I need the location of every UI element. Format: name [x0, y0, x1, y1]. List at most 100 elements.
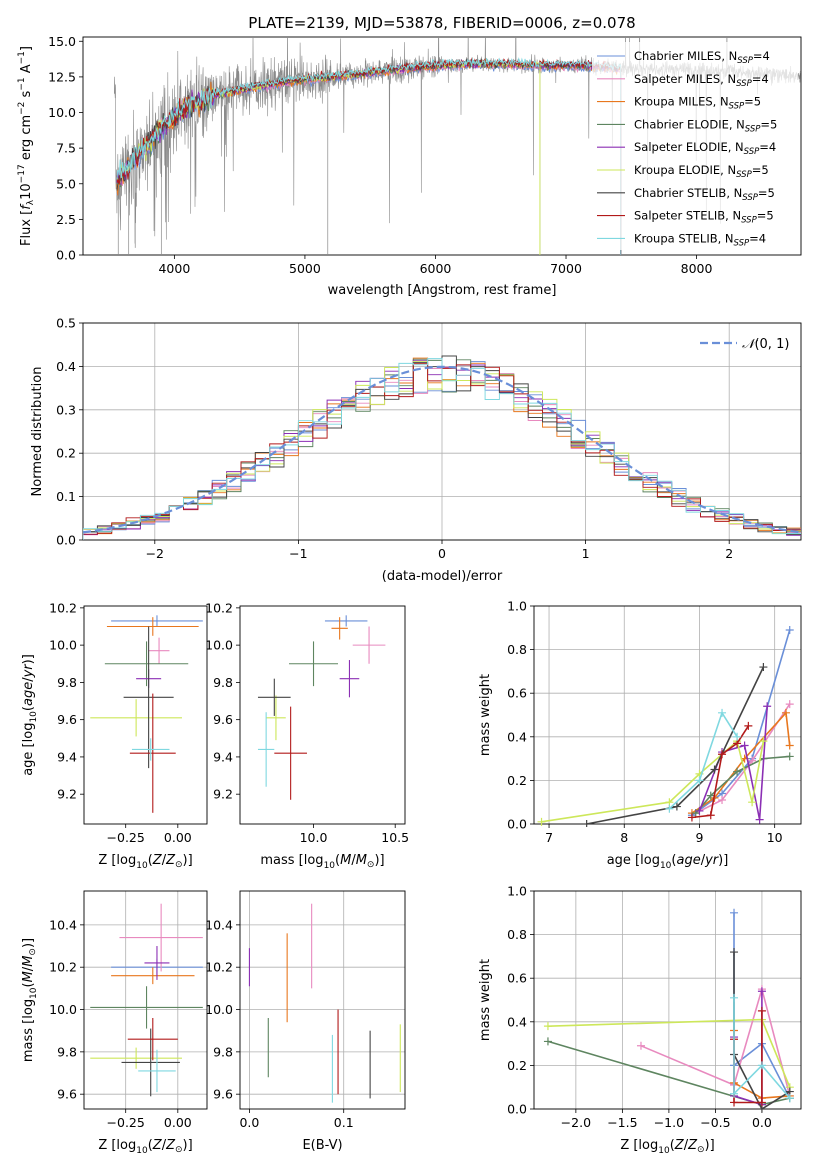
y-tick-label: 10.0: [205, 638, 233, 653]
z_vs_mass-axes: −0.25 0.00 9.6 9.8 10.0 10.2 10.4: [49, 890, 208, 1130]
legend-entry-label: Salpeter MILES, NSSP=4: [634, 72, 769, 89]
y-axis-label: Normed distribution: [30, 367, 45, 497]
x-tick-label: 0.00: [164, 1115, 192, 1130]
weight-marker: [636, 1041, 645, 1050]
y-tick-label: 9.2: [57, 787, 77, 802]
y-tick-label: 10.0: [49, 638, 77, 653]
weight-line-chabrier-miles: [691, 629, 791, 816]
weight-marker: [757, 987, 766, 996]
errorbar-point: [90, 699, 182, 737]
y-axis-label: mass weight: [478, 959, 493, 1041]
x-tick-label: −1.0: [654, 1115, 684, 1130]
y-tick-label: 9.6: [213, 1087, 233, 1102]
weight-marker: [785, 700, 794, 709]
errorbar-point: [127, 1017, 178, 1061]
spectrum-frame: [82, 36, 802, 256]
y-tick-label: 9.6: [213, 712, 233, 727]
x-tick-label: −1.5: [607, 1115, 637, 1130]
z_vs_mass-frame: [83, 890, 208, 1110]
errorbar-point: [138, 1049, 176, 1093]
errorbar-point: [104, 641, 189, 687]
weight-marker: [718, 708, 727, 717]
weight-line-salpeter-miles: [640, 986, 791, 1097]
mass_vs_age-frame: [239, 605, 406, 825]
errorbar-point: [331, 617, 348, 640]
y-tick-label: 0.6: [507, 971, 527, 986]
y-tick-label: 0.2: [507, 1058, 527, 1073]
x-tick-label: 7: [545, 830, 553, 845]
weight-line-kroupa-stelib: [668, 710, 738, 810]
y-tick-label: 10.2: [49, 600, 77, 615]
y-tick-label: 9.6: [57, 1087, 77, 1102]
y-axis-label: mass weight: [478, 674, 493, 756]
weight-marker: [718, 750, 727, 759]
legend-entry-label: Chabrier ELODIE, NSSP=5: [634, 117, 777, 134]
ebv_vs_mass-axes: 0.0 0.1 9.6 9.8 10.0 10.2 10.4: [205, 890, 406, 1130]
y-axis-label: age [log10(age/yr)]: [21, 654, 39, 776]
weight-marker: [672, 802, 681, 811]
x-tick-label: 0.0: [239, 1115, 259, 1130]
weight-marker: [582, 820, 591, 827]
x-tick-label: 7000: [550, 261, 582, 276]
errorbar-point: [324, 615, 368, 627]
x-tick-label: −2.0: [561, 1115, 591, 1130]
errorbar-point: [148, 637, 170, 664]
y-tick-label: 9.8: [213, 1044, 233, 1059]
x-tick-label: −2: [146, 546, 164, 561]
y-tick-label: 10.0: [48, 105, 76, 120]
x-tick-label: 0.00: [164, 830, 192, 845]
x-axis-label: E(B-V): [302, 1138, 342, 1153]
legend-entry-label: Salpeter STELIB, NSSP=5: [634, 209, 774, 226]
weight-marker: [695, 776, 704, 785]
weight-marker: [718, 796, 727, 805]
y-tick-label: 0.6: [507, 686, 527, 701]
y-tick-label: 10.2: [205, 600, 233, 615]
x-axis-label: age [log10(age/yr)]: [607, 853, 729, 871]
y-tick-label: 0.4: [507, 1014, 527, 1029]
weight-marker: [785, 741, 794, 750]
weight-marker: [733, 732, 742, 741]
y-tick-label: 0.4: [507, 729, 527, 744]
weight-line-salpeter-miles: [695, 703, 791, 814]
weight-marker: [785, 1094, 794, 1103]
age_weights-plot-area: [537, 625, 794, 827]
y-tick-label: 10.4: [49, 917, 77, 932]
figure-title: PLATE=2139, MJD=53878, FIBERID=0006, z=0…: [248, 14, 635, 32]
y-tick-label: 0.8: [507, 642, 527, 657]
x-tick-label: −0.5: [700, 1115, 730, 1130]
x-tick-label: 0: [438, 546, 446, 561]
weight-marker: [733, 767, 742, 776]
x-tick-label: 9: [695, 830, 703, 845]
weight-marker: [785, 625, 794, 634]
z_vs_mass-plot-area: [90, 903, 203, 1097]
x-tick-label: 2: [725, 546, 733, 561]
y-tick-label: 9.8: [57, 1044, 77, 1059]
histogram-kroupa-stelib: [83, 358, 801, 540]
x-tick-label: 1: [582, 546, 590, 561]
weight-marker: [543, 1022, 552, 1031]
x-tick-label: 5000: [289, 261, 321, 276]
y-tick-label: 10.0: [49, 1002, 77, 1017]
weight-marker: [706, 811, 715, 820]
weight-marker: [755, 815, 764, 824]
y-tick-label: 1.0: [507, 884, 527, 899]
errorbar-point: [111, 967, 195, 985]
residuals-frame: [82, 322, 802, 541]
weight-marker: [730, 993, 739, 1002]
errorbar-point: [339, 660, 360, 698]
z_weights-frame: [533, 890, 802, 1110]
y-tick-label: 0.2: [507, 773, 527, 788]
errorbar-point: [106, 617, 199, 636]
y-tick-label: 0.0: [56, 533, 76, 548]
errorbar-point: [90, 1047, 182, 1069]
z_vs_age-axes: −0.25 0.00 9.2 9.4 9.6 9.8 10.0 10.2: [49, 600, 208, 845]
x-axis-label: Z [log10(Z/Z⊙)]: [98, 853, 192, 871]
weight-marker: [744, 721, 753, 730]
errorbar-point: [257, 678, 291, 716]
weight-marker: [730, 908, 739, 917]
z_weights-plot-area: [543, 908, 794, 1112]
errorbar-point: [90, 986, 203, 1029]
y-tick-label: 0.5: [56, 316, 76, 331]
weight-marker: [748, 798, 757, 807]
